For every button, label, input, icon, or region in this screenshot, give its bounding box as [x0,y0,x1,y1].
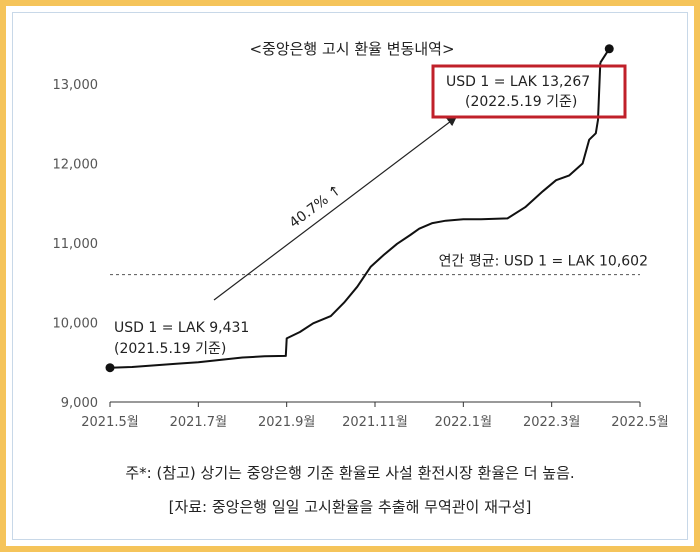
chart-title: <중앙은행 고시 환율 변동내역> [249,40,454,58]
end-label-line2: (2022.5.19 기준) [465,94,577,110]
x-tick-label: 2022.5월 [611,415,668,430]
end-label-line1: USD 1 = LAK 13,267 [446,74,590,90]
frame-inner-border [12,12,688,540]
x-axis: 2021.5월 2021.7월 2021.9월 2021.11월 2022.1월 2022… [81,401,669,430]
y-axis: 9,000 10,000 11,000 12,000 13,000 [53,78,99,411]
start-point [105,363,115,373]
x-tick-label: 2022.3월 [523,415,580,430]
x-tick-label: 2022.1월 [435,415,492,430]
x-tick-label: 2021.5월 [81,415,138,430]
y-tick-label: 10,000 [53,317,99,332]
end-highlight-box [431,64,627,119]
start-label-line1: USD 1 = LAK 9,431 [114,320,249,336]
trend-label: 40.7% ↑ [287,182,345,231]
x-tick-label: 2021.7월 [170,415,227,430]
y-tick-label: 9,000 [61,396,98,411]
x-tick-label: 2021.11월 [342,415,408,430]
end-point-connector [599,48,611,64]
y-tick-label: 11,000 [53,237,99,252]
series-line-usd-lak [109,62,602,369]
source-note: [자료: 중앙은행 일일 고시환율을 추출해 무역관이 재구성] [168,498,532,516]
x-tick-label: 2021.9월 [258,415,315,430]
start-label-line2: (2021.5.19 기준) [114,341,226,357]
average-label: 연간 평균: USD 1 = LAK 10,602 [439,254,648,270]
y-tick-label: 12,000 [53,158,99,173]
footnote: 주*: (참고) 상기는 중앙은행 기준 환율로 사설 환전시장 환율은 더 높… [125,464,575,482]
y-tick-label: 13,000 [53,78,99,93]
trend-arrow [213,116,457,301]
